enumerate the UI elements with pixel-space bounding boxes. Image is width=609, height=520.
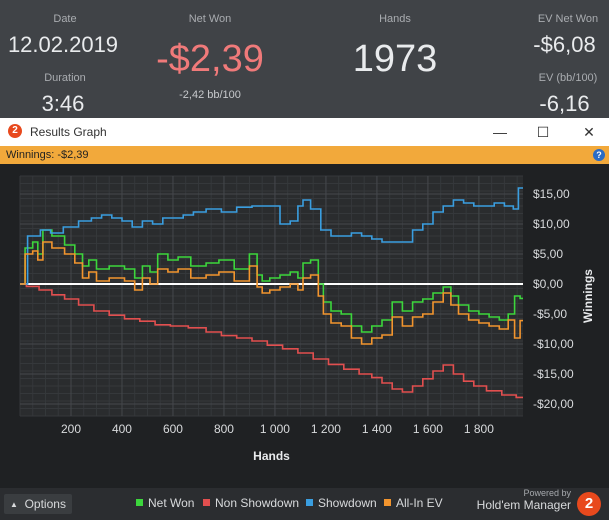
chevron-up-icon: ▲ <box>10 500 18 509</box>
net-won-swatch <box>136 499 143 506</box>
date-label: Date <box>53 13 77 25</box>
help-icon[interactable]: ? <box>593 149 605 161</box>
x-tick-label: 800 <box>214 422 234 436</box>
x-tick-label: 1 200 <box>311 422 341 436</box>
results-chart: 200 400 600 800 1 000 1 200 1 400 1 600 1 800 $15… <box>19 175 595 463</box>
legend-non-showdown[interactable]: Non Showdown <box>203 496 299 510</box>
window-title: Results Graph <box>30 125 107 139</box>
chart-area: 200 400 600 800 1 000 1 200 1 400 1 600 1 800 $15… <box>0 164 609 488</box>
winnings-bar: Winnings: -$2,39 ? <box>0 146 609 164</box>
hands-label: Hands <box>379 13 411 25</box>
y-tick-label: $5,00 <box>533 247 563 261</box>
showdown-swatch <box>306 499 313 506</box>
window-titlebar[interactable]: 2 Results Graph — ☐ ✕ <box>0 118 609 146</box>
hm2-logo-icon: 2 <box>8 124 22 138</box>
ev-net-won-value: -$6,08 <box>533 32 596 57</box>
net-won-bb100: -2,42 bb/100 <box>179 89 241 101</box>
x-axis-label: Hands <box>253 449 290 463</box>
ev-net-won-label: EV Net Won <box>537 13 599 25</box>
legend-net-won-label: Net Won <box>148 496 195 510</box>
x-tick-label: 600 <box>163 422 183 436</box>
x-tick-label: 400 <box>112 422 132 436</box>
y-tick-label: $10,00 <box>533 217 570 231</box>
minimize-button[interactable]: — <box>493 124 507 140</box>
ev-bb100-label: EV (bb/100) <box>538 72 598 84</box>
maximize-button[interactable]: ☐ <box>536 124 550 140</box>
close-button[interactable]: ✕ <box>583 124 595 140</box>
legend-non-showdown-label: Non Showdown <box>215 496 300 510</box>
session-stats-panel: Date 12.02.2019 Net Won -$2,39 -2,42 bb/… <box>0 0 609 118</box>
duration-value: 3:46 <box>41 91 85 116</box>
y-tick-label: $0,00 <box>533 277 563 291</box>
ev-bb100-value: -6,16 <box>539 91 590 116</box>
y-axis-label: Winnings <box>581 269 595 323</box>
all-in-ev-swatch <box>384 499 391 506</box>
y-tick-label: $15,00 <box>533 187 570 201</box>
y-tick-label: -$15,00 <box>533 367 574 381</box>
winnings-summary: Winnings: -$2,39 <box>6 149 89 161</box>
options-button[interactable]: ▲ Options <box>4 494 72 514</box>
series-line-non-showdown <box>20 283 523 399</box>
x-tick-label: 200 <box>61 422 81 436</box>
date-value: 12.02.2019 <box>7 32 119 57</box>
legend-showdown-label: Showdown <box>318 496 377 510</box>
x-tick-label: 1 000 <box>260 422 290 436</box>
legend-bar: ▲ Options Net Won Non Showdown Showdown … <box>0 488 609 520</box>
hands-value: 1973 <box>352 38 438 80</box>
net-won-value: -$2,39 <box>156 38 264 80</box>
y-tick-label: -$10,00 <box>533 337 574 351</box>
legend-showdown[interactable]: Showdown <box>306 496 377 510</box>
x-tick-label: 1 400 <box>362 422 392 436</box>
x-tick-label: 1 600 <box>413 422 443 436</box>
legend-net-won[interactable]: Net Won <box>136 496 194 510</box>
series-line-showdown <box>20 187 523 285</box>
y-tick-label: -$5,00 <box>533 307 567 321</box>
hm2-brand-icon: 2 <box>577 492 601 516</box>
brand-name: Hold'em Manager <box>476 498 571 512</box>
results-graph-window: 2 Results Graph — ☐ ✕ Winnings: -$2,39 ?… <box>0 118 609 520</box>
powered-by-text: Powered by <box>523 488 571 498</box>
legend-all-in-ev-label: All-In EV <box>396 496 443 510</box>
net-won-label: Net Won <box>188 13 232 25</box>
x-tick-label: 1 800 <box>464 422 494 436</box>
non-showdown-swatch <box>203 499 210 506</box>
y-tick-label: -$20,00 <box>533 397 574 411</box>
series-line-all-in-ev <box>20 241 523 345</box>
legend-all-in-ev[interactable]: All-In EV <box>384 496 443 510</box>
duration-label: Duration <box>44 72 86 84</box>
series-line-net-won <box>20 229 523 333</box>
options-label: Options <box>24 497 66 511</box>
